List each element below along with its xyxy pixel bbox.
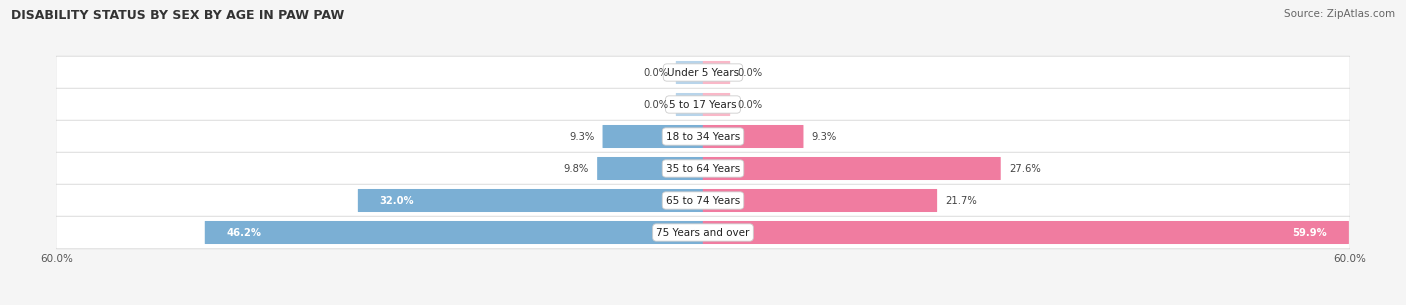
- Text: DISABILITY STATUS BY SEX BY AGE IN PAW PAW: DISABILITY STATUS BY SEX BY AGE IN PAW P…: [11, 9, 344, 22]
- FancyBboxPatch shape: [703, 61, 730, 84]
- Text: 0.0%: 0.0%: [738, 99, 762, 109]
- Text: 27.6%: 27.6%: [1010, 163, 1040, 174]
- Text: 0.0%: 0.0%: [644, 99, 668, 109]
- FancyBboxPatch shape: [56, 216, 1350, 249]
- Text: 9.3%: 9.3%: [811, 131, 837, 142]
- FancyBboxPatch shape: [703, 125, 803, 148]
- FancyBboxPatch shape: [676, 93, 703, 116]
- Text: 32.0%: 32.0%: [380, 196, 415, 206]
- FancyBboxPatch shape: [703, 221, 1348, 244]
- FancyBboxPatch shape: [56, 152, 1350, 185]
- Text: 65 to 74 Years: 65 to 74 Years: [666, 196, 740, 206]
- Text: 9.8%: 9.8%: [564, 163, 589, 174]
- FancyBboxPatch shape: [598, 157, 703, 180]
- FancyBboxPatch shape: [56, 120, 1350, 153]
- FancyBboxPatch shape: [56, 88, 1350, 121]
- FancyBboxPatch shape: [676, 61, 703, 84]
- Text: 35 to 64 Years: 35 to 64 Years: [666, 163, 740, 174]
- Text: 0.0%: 0.0%: [738, 67, 762, 77]
- Text: 9.3%: 9.3%: [569, 131, 595, 142]
- Text: Under 5 Years: Under 5 Years: [666, 67, 740, 77]
- FancyBboxPatch shape: [703, 157, 1001, 180]
- FancyBboxPatch shape: [56, 184, 1350, 217]
- Text: Source: ZipAtlas.com: Source: ZipAtlas.com: [1284, 9, 1395, 19]
- FancyBboxPatch shape: [56, 56, 1350, 89]
- FancyBboxPatch shape: [359, 189, 703, 212]
- FancyBboxPatch shape: [603, 125, 703, 148]
- Text: 21.7%: 21.7%: [945, 196, 977, 206]
- Text: 46.2%: 46.2%: [226, 228, 262, 238]
- Text: 18 to 34 Years: 18 to 34 Years: [666, 131, 740, 142]
- Text: 75 Years and over: 75 Years and over: [657, 228, 749, 238]
- FancyBboxPatch shape: [205, 221, 703, 244]
- FancyBboxPatch shape: [703, 189, 938, 212]
- Text: 59.9%: 59.9%: [1292, 228, 1327, 238]
- Text: 5 to 17 Years: 5 to 17 Years: [669, 99, 737, 109]
- FancyBboxPatch shape: [703, 93, 730, 116]
- Text: 0.0%: 0.0%: [644, 67, 668, 77]
